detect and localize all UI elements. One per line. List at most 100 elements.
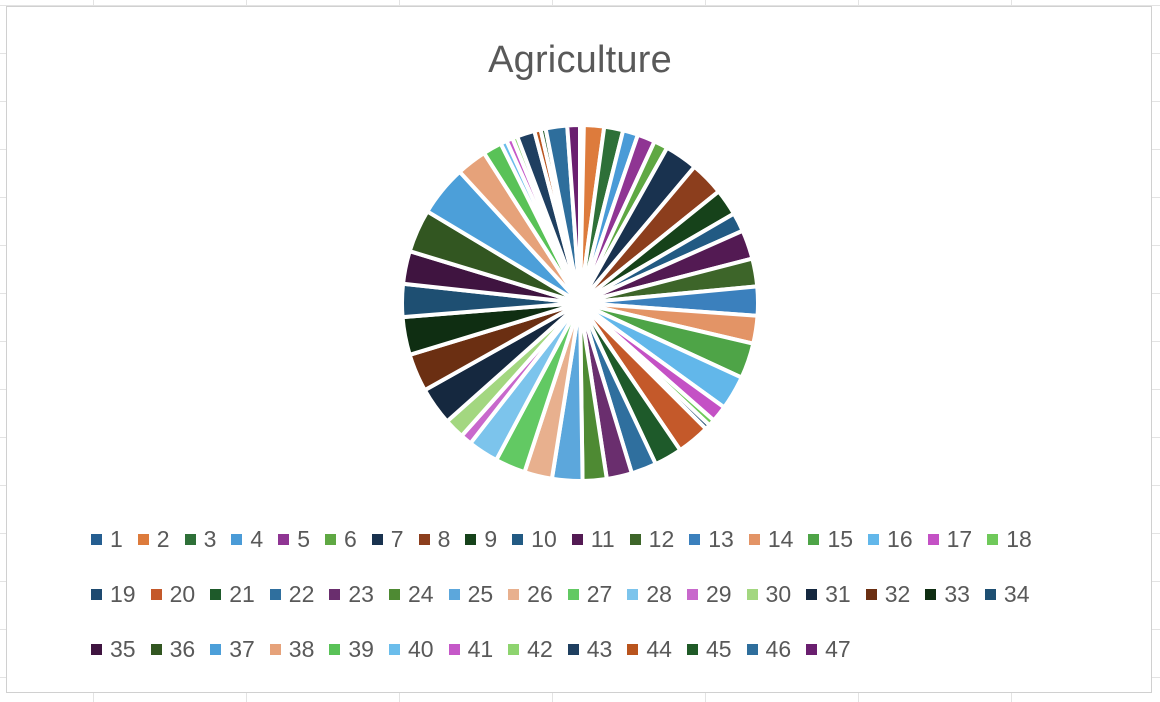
- legend-entry-1[interactable]: 1: [91, 527, 123, 551]
- legend-swatch: [686, 588, 698, 600]
- legend-entry-36[interactable]: 36: [150, 636, 196, 662]
- legend-entry-20[interactable]: 20: [150, 581, 196, 607]
- legend-label: 1: [110, 526, 123, 552]
- pie-slice-47[interactable]: [565, 122, 582, 305]
- legend-swatch: [150, 588, 162, 600]
- legend-entry-30[interactable]: 30: [746, 582, 791, 606]
- legend-swatch: [269, 588, 281, 600]
- legend-swatch: [746, 588, 758, 600]
- legend-entry-44[interactable]: 44: [627, 637, 672, 661]
- legend-label: 31: [825, 581, 851, 607]
- legend-entry-38[interactable]: 38: [269, 636, 315, 662]
- legend-label: 34: [1003, 581, 1030, 607]
- legend-entry-32[interactable]: 32: [865, 582, 910, 606]
- pie-chart[interactable]: [7, 7, 1153, 507]
- legend-swatch: [184, 533, 196, 545]
- legend-swatch: [137, 533, 149, 545]
- legend-swatch: [388, 588, 400, 600]
- legend-entry-23[interactable]: 23: [329, 582, 374, 606]
- legend-entry-11[interactable]: 11: [571, 527, 615, 551]
- legend-swatch: [329, 643, 341, 655]
- legend-swatch: [806, 643, 818, 655]
- legend-entry-14[interactable]: 14: [748, 526, 794, 552]
- legend-entry-3[interactable]: 3: [184, 526, 217, 552]
- legend-entry-39[interactable]: 39: [329, 637, 374, 661]
- legend-swatch: [629, 533, 641, 545]
- legend-entry-27[interactable]: 27: [567, 582, 612, 606]
- legend-entry-19[interactable]: 19: [91, 582, 136, 606]
- legend-swatch: [987, 533, 999, 545]
- legend-entry-2[interactable]: 2: [137, 527, 170, 551]
- legend-entry-42[interactable]: 42: [508, 637, 553, 661]
- legend-label: 20: [169, 581, 196, 607]
- legend-entry-8[interactable]: 8: [418, 526, 451, 552]
- legend-entry-34[interactable]: 34: [984, 581, 1030, 607]
- legend-entry-40[interactable]: 40: [388, 636, 434, 662]
- legend-swatch: [748, 533, 760, 545]
- legend-entry-21[interactable]: 21: [210, 582, 255, 606]
- legend-label: 17: [946, 526, 973, 552]
- legend-entry-5[interactable]: 5: [278, 527, 310, 551]
- legend-entry-4[interactable]: 4: [231, 527, 263, 551]
- legend-entry-35[interactable]: 35: [91, 637, 136, 661]
- legend-swatch: [371, 533, 383, 545]
- legend-swatch: [567, 588, 579, 600]
- legend-entry-28[interactable]: 28: [627, 582, 672, 606]
- legend-label: 8: [437, 526, 451, 552]
- legend-entry-33[interactable]: 33: [925, 582, 970, 606]
- legend-entry-46[interactable]: 46: [746, 637, 791, 661]
- legend-entry-29[interactable]: 29: [686, 581, 732, 607]
- legend-entry-45[interactable]: 45: [686, 637, 732, 661]
- legend-entry-7[interactable]: 7: [371, 527, 404, 551]
- legend-swatch: [150, 643, 162, 655]
- legend-label: 38: [288, 636, 315, 662]
- legend-label: 44: [646, 636, 672, 662]
- legend-entry-15[interactable]: 15: [808, 527, 853, 551]
- legend-entry-16[interactable]: 16: [868, 527, 913, 551]
- legend-swatch: [567, 643, 579, 655]
- chart-area[interactable]: Agriculture 1 2 3 4 5 6 7 8 9 10 11 12 13 14 15 16 17 18 1…: [6, 6, 1152, 693]
- legend-label: 36: [169, 636, 196, 662]
- legend-entry-47[interactable]: 47: [806, 637, 851, 661]
- legend-label: 4: [250, 526, 264, 552]
- legend-entry-12[interactable]: 12: [629, 526, 675, 552]
- legend-swatch: [925, 588, 937, 600]
- legend-entry-25[interactable]: 25: [448, 581, 494, 607]
- legend-entry-37[interactable]: 37: [210, 637, 255, 661]
- legend-label: 40: [407, 636, 434, 662]
- legend-entry-41[interactable]: 41: [448, 636, 494, 662]
- legend-entry-31[interactable]: 31: [806, 582, 851, 606]
- legend-entry-6[interactable]: 6: [324, 527, 357, 551]
- legend-entry-17[interactable]: 17: [927, 526, 973, 552]
- legend-label: 33: [944, 581, 970, 607]
- legend-entry-18[interactable]: 18: [987, 527, 1032, 551]
- legend-label: 9: [484, 526, 498, 552]
- legend-label: 13: [708, 526, 734, 552]
- legend-label: 18: [1006, 526, 1032, 552]
- legend-label: 29: [705, 581, 732, 607]
- chart-legend[interactable]: 1 2 3 4 5 6 7 8 9 10 11 12 13 14 15 16 17 18 19 20 21 22 23 24 2…: [91, 527, 1081, 661]
- legend-entry-13[interactable]: 13: [689, 527, 734, 551]
- legend-swatch: [808, 533, 820, 545]
- legend-label: 28: [646, 581, 672, 607]
- legend-label: 25: [467, 581, 494, 607]
- legend-label: 14: [767, 526, 794, 552]
- legend-entry-9[interactable]: 9: [465, 527, 497, 551]
- legend-swatch: [231, 533, 243, 545]
- legend-entry-43[interactable]: 43: [567, 637, 612, 661]
- legend-label: 41: [467, 636, 494, 662]
- legend-entry-26[interactable]: 26: [508, 582, 553, 606]
- legend-entry-24[interactable]: 24: [388, 582, 434, 606]
- legend-label: 5: [297, 526, 310, 552]
- legend-label: 19: [110, 581, 136, 607]
- legend-label: 39: [348, 636, 374, 662]
- legend-label: 42: [527, 636, 553, 662]
- legend-label: 47: [825, 636, 851, 662]
- legend-swatch: [210, 643, 222, 655]
- legend-swatch: [865, 588, 877, 600]
- legend-entry-22[interactable]: 22: [269, 582, 314, 606]
- legend-label: 12: [648, 526, 675, 552]
- legend-swatch: [508, 588, 520, 600]
- legend-entry-10[interactable]: 10: [512, 527, 557, 551]
- legend-label: 3: [203, 526, 217, 552]
